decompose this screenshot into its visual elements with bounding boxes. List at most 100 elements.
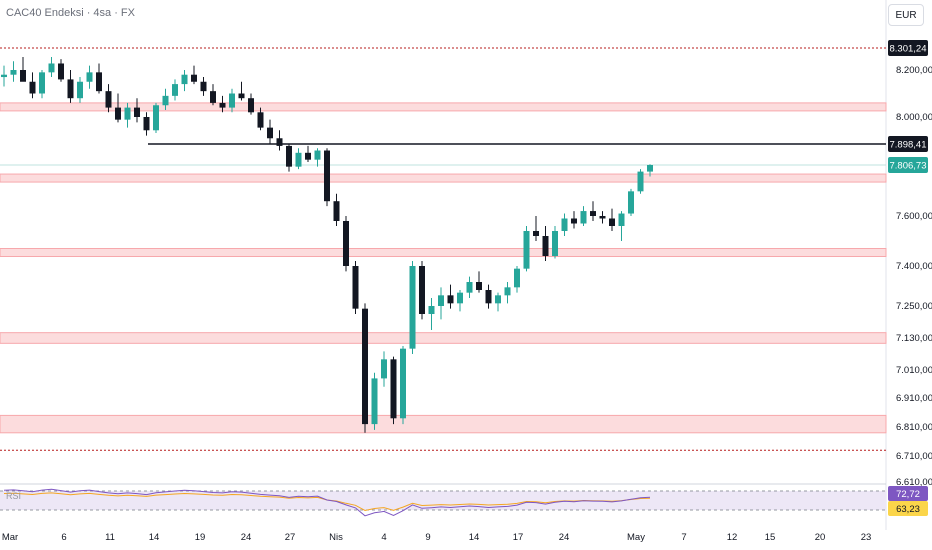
candle-body (276, 138, 283, 146)
rsi-ma-label: 63,23 (896, 504, 920, 515)
time-tick-label: 4 (381, 532, 386, 543)
time-tick-label: May (627, 532, 645, 543)
time-tick-label: Mar (2, 532, 18, 543)
candle-body (181, 74, 188, 85)
candle-body (257, 112, 264, 128)
candle-body (523, 231, 530, 269)
candle-body (39, 72, 45, 94)
time-tick-label: 27 (285, 532, 296, 543)
candle-body (371, 378, 378, 425)
candle-body (542, 236, 549, 256)
support-resistance-zone (0, 332, 887, 344)
candle-body (428, 306, 435, 314)
candle-body (10, 70, 17, 75)
support-resistance-zone (0, 414, 887, 434)
candle-body (476, 282, 482, 290)
time-tick-label: 12 (727, 532, 738, 543)
price-badge (888, 40, 928, 56)
candle-body (286, 145, 292, 167)
support-resistance-zone (0, 102, 887, 112)
chart-title: CAC40 Endeksi · 4sa · FX (6, 7, 135, 19)
candle-body (305, 152, 311, 160)
candle-body (580, 211, 587, 224)
candle-body (267, 127, 273, 139)
candle-body (571, 218, 577, 224)
candle-body (647, 165, 653, 172)
price-tick-label: 6.710,00 (896, 451, 932, 462)
candle-body (86, 72, 93, 82)
candle-body (457, 292, 463, 304)
price-tick-label: 7.600,00 (896, 211, 932, 222)
candle-body (48, 63, 55, 73)
rsi-line (3, 488, 651, 517)
price-badge (888, 157, 928, 173)
time-tick-label: 6 (61, 532, 66, 543)
candle-body (200, 81, 207, 92)
candle-body (96, 72, 102, 92)
candle-body (590, 211, 596, 216)
time-tick-label: 17 (513, 532, 524, 543)
candle-body (381, 359, 387, 379)
price-tick-label: 8.200,00 (896, 65, 932, 76)
candle-body (219, 102, 226, 108)
price-tick-label: 7.010,00 (896, 365, 932, 376)
candle-body (324, 150, 330, 202)
candle-body (115, 107, 121, 120)
candle-body (390, 359, 397, 419)
price-tick-label: 6.910,00 (896, 393, 932, 404)
time-tick-label: 11 (105, 532, 115, 543)
time-tick-label: 20 (815, 532, 826, 543)
candle-body (20, 70, 26, 82)
price-tick-label: 6.610,00 (896, 477, 932, 488)
candle-body (314, 150, 321, 160)
candle-body (419, 266, 425, 314)
price-tick-label: 7.250,00 (896, 301, 932, 312)
candle-body (362, 308, 368, 425)
time-tick-label: 15 (765, 532, 776, 543)
candle-body (191, 74, 197, 82)
candle-body (29, 81, 36, 94)
candle-body (248, 98, 254, 113)
time-tick-label: 14 (469, 532, 480, 543)
candle-body (343, 221, 349, 266)
candle-body (210, 91, 216, 103)
price-badge (888, 136, 928, 152)
candle-body (134, 107, 140, 117)
candle-body (409, 266, 416, 349)
candle-body (162, 95, 169, 106)
support-resistance-zone (0, 248, 887, 257)
price-badge-label: 7.898,41 (890, 140, 927, 151)
price-badge-label: 8.301,24 (890, 44, 927, 55)
candle-body (609, 218, 615, 226)
candle-body (504, 287, 511, 296)
candle-body (485, 290, 492, 304)
candle-body (77, 81, 83, 99)
time-tick-label: 9 (425, 532, 430, 543)
time-tick-label: Nis (329, 532, 343, 543)
time-tick-label: 23 (861, 532, 872, 543)
support-resistance-zone (0, 173, 887, 183)
candle-body (495, 295, 501, 304)
candle-body (124, 107, 131, 120)
candle-body (333, 201, 340, 221)
candle-body (438, 295, 444, 306)
candle-body (295, 152, 302, 167)
currency-button[interactable]: EUR (888, 4, 924, 26)
candle-body (67, 79, 74, 99)
candle-body (1, 74, 7, 78)
price-tick-label: 6.810,00 (896, 422, 932, 433)
candle-body (172, 84, 178, 96)
price-tick-label: 8.000,00 (896, 112, 932, 123)
time-tick-label: 24 (559, 532, 570, 543)
rsi-value-badge (888, 486, 928, 501)
candle-body (533, 231, 539, 236)
candle-body (58, 63, 64, 80)
candle-body (618, 213, 625, 226)
candle-body (238, 93, 245, 99)
price-badge-label: 7.806,73 (890, 161, 927, 172)
candle-body (637, 171, 644, 192)
candle-body (447, 295, 454, 304)
candle-body (514, 268, 520, 288)
candle-body (552, 231, 558, 256)
